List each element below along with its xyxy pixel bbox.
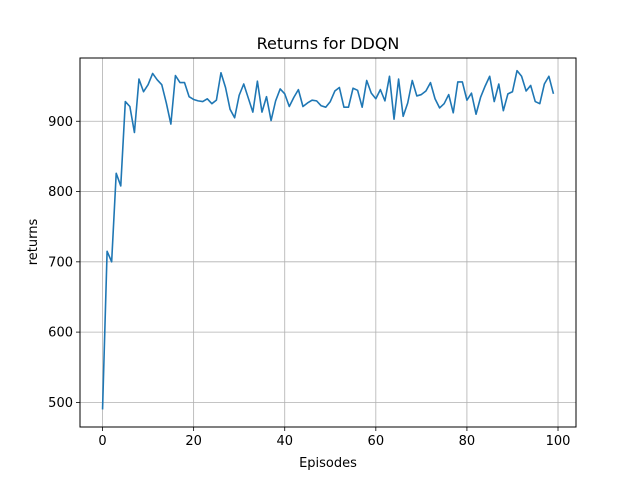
x-tick-label: 100 bbox=[546, 434, 571, 449]
returns-line bbox=[101, 69, 555, 410]
x-axis-ticks: 0 20 40 60 80 100 bbox=[98, 427, 570, 449]
y-axis-title: returns bbox=[26, 219, 41, 266]
y-axis-ticks: 500 600 700 800 900 bbox=[48, 115, 80, 411]
x-tick-label: 0 bbox=[98, 434, 106, 449]
y-tick-label: 700 bbox=[48, 255, 73, 270]
x-tick-label: 60 bbox=[368, 434, 385, 449]
plot-area bbox=[80, 58, 576, 427]
y-tick-label: 500 bbox=[48, 396, 73, 411]
plot-frame bbox=[79, 57, 577, 428]
x-tick-label: 40 bbox=[276, 434, 293, 449]
x-axis-title: Episodes bbox=[299, 456, 357, 471]
y-tick-label: 800 bbox=[48, 185, 73, 200]
grid-lines bbox=[80, 58, 576, 427]
x-tick-label: 80 bbox=[459, 434, 476, 449]
y-tick-label: 600 bbox=[48, 326, 73, 341]
chart-title: Returns for DDQN bbox=[257, 34, 400, 53]
x-tick-label: 20 bbox=[185, 434, 202, 449]
y-tick-label: 900 bbox=[48, 115, 73, 130]
series-layer bbox=[101, 69, 555, 410]
